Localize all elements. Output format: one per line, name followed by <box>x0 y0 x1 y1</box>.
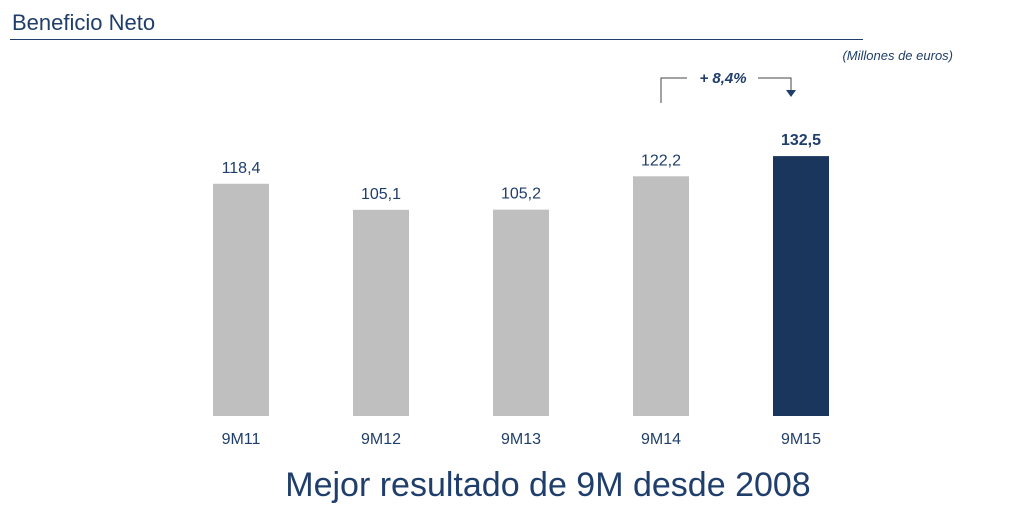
value-label-9m11: 118,4 <box>222 160 261 177</box>
chart-title: Beneficio Neto <box>12 10 156 35</box>
category-label-9m13: 9M13 <box>501 431 541 448</box>
value-label-9m12: 105,1 <box>361 186 401 203</box>
title-divider <box>10 39 863 40</box>
bar-9m12 <box>353 209 409 416</box>
category-label-9m15: 9M15 <box>781 431 821 448</box>
bar-9m13 <box>493 209 549 416</box>
bar-9m11 <box>213 183 269 416</box>
category-label-9m12: 9M12 <box>361 431 401 448</box>
key-message: Mejor resultado de 9M desde 2008 <box>285 466 811 504</box>
bar-9m14 <box>633 176 689 416</box>
unit-label: (Millones de euros) <box>842 48 953 63</box>
bar-9m15 <box>773 156 829 416</box>
growth-annotation: + 8,4% <box>699 70 746 87</box>
bar-chart: 118,4 9M11 105,1 9M12 105,2 9M13 122,2 9M14 132,… <box>213 70 829 448</box>
category-label-9m14: 9M14 <box>641 431 681 448</box>
value-label-9m14: 122,2 <box>641 152 681 169</box>
value-label-9m15: 132,5 <box>781 132 821 149</box>
value-label-9m13: 105,2 <box>501 186 541 203</box>
growth-arrowhead <box>786 90 796 97</box>
growth-bracket <box>660 77 792 103</box>
category-label-9m11: 9M11 <box>222 431 261 448</box>
